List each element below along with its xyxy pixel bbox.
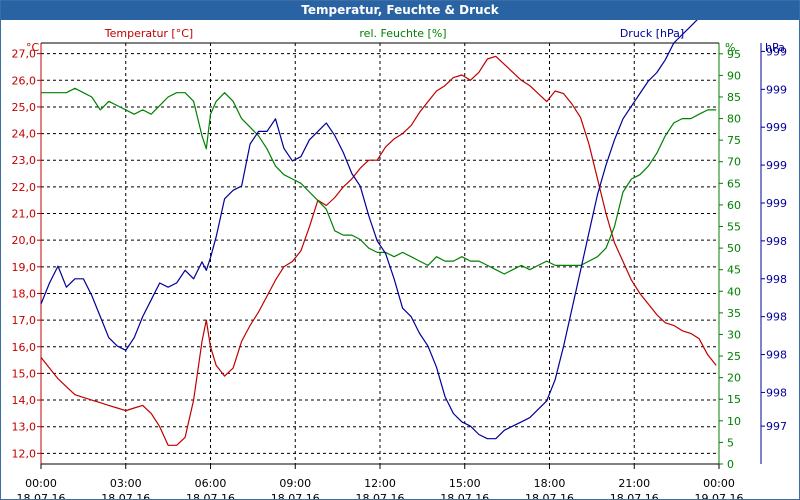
- hum-tick-label: 85: [727, 91, 741, 104]
- hum-tick-label: 15: [727, 393, 741, 406]
- press-tick-label: 998: [766, 349, 787, 362]
- temp-tick-label: 15,0: [12, 367, 37, 380]
- press-tick-label: 998: [766, 235, 787, 248]
- press-tick-label: 999: [766, 197, 787, 210]
- x-tick-time: 00:00: [25, 477, 57, 490]
- x-tick-time: 12:00: [364, 477, 396, 490]
- hum-tick-label: 45: [727, 264, 741, 277]
- temp-tick-label: 14,0: [12, 394, 37, 407]
- temp-tick-label: 12,0: [12, 447, 37, 460]
- x-tick-time: 00:00: [703, 477, 735, 490]
- temp-tick-label: 27,0: [12, 48, 37, 61]
- hum-tick-label: 0: [727, 458, 734, 471]
- press-tick-label: 997: [766, 420, 787, 433]
- x-tick-date: 19.07.16: [695, 492, 744, 499]
- series-lines: [40, 20, 717, 446]
- temp-tick-label: 23,0: [12, 154, 37, 167]
- press-tick-label: 998: [766, 273, 787, 286]
- hum-tick-label: 35: [727, 307, 741, 320]
- x-tick-time: 21:00: [618, 477, 650, 490]
- temp-tick-label: 17,0: [12, 314, 37, 327]
- hum-tick-label: 10: [727, 415, 741, 428]
- hum-series-title: rel. Feuchte [%]: [359, 27, 446, 40]
- temp-series-title: Temperatur [°C]: [104, 27, 193, 40]
- hum-tick-label: 30: [727, 328, 741, 341]
- grid: [41, 43, 719, 464]
- hum-tick-label: 5: [727, 436, 734, 449]
- press-tick-label: 998: [766, 311, 787, 324]
- hum-tick-label: 20: [727, 372, 741, 385]
- x-tick-date: 18.07.16: [186, 492, 235, 499]
- press-tick-label: 999: [766, 159, 787, 172]
- x-tick-date: 18.07.16: [101, 492, 150, 499]
- x-tick-date: 18.07.16: [271, 492, 320, 499]
- x-tick-time: 15:00: [449, 477, 481, 490]
- temp-tick-label: 16,0: [12, 341, 37, 354]
- hum-tick-label: 80: [727, 113, 741, 126]
- temp-tick-label: 13,0: [12, 421, 37, 434]
- hum-tick-label: 50: [727, 242, 741, 255]
- x-tick-time: 18:00: [534, 477, 566, 490]
- press-series-title: Druck [hPa]: [620, 27, 684, 40]
- x-tick-time: 03:00: [110, 477, 142, 490]
- window-title: Temperatur, Feuchte & Druck: [1, 1, 799, 20]
- axes: [37, 42, 765, 469]
- hum-tick-label: 40: [727, 285, 741, 298]
- hum-tick-label: 25: [727, 350, 741, 363]
- temp-tick-label: 18,0: [12, 287, 37, 300]
- chart-area: 00:00 18.07.16 03:00 18.07.16 06:00 18.07.16 0…: [12, 20, 798, 499]
- press-tick-label: 1.000: [766, 20, 798, 21]
- humidity-line: [41, 87, 717, 275]
- hum-tick-label: 95: [727, 48, 741, 61]
- hum-tick-label: 90: [727, 69, 741, 82]
- temp-tick-label: 24,0: [12, 128, 37, 141]
- hum-tick-label: 60: [727, 199, 741, 212]
- hum-unit-label: %: [725, 41, 735, 54]
- x-tick-date: 18.07.16: [17, 492, 66, 499]
- temp-tick-label: 21,0: [12, 208, 37, 221]
- temp-unit-label: °C: [26, 41, 40, 54]
- temp-tick-label: 19,0: [12, 261, 37, 274]
- press-tick-label: 999: [766, 83, 787, 96]
- x-tick-date: 18.07.16: [440, 492, 489, 499]
- hum-tick-label: 65: [727, 177, 741, 190]
- hum-tick-label: 70: [727, 156, 741, 169]
- temp-tick-label: 20,0: [12, 234, 37, 247]
- hum-tick-label: 55: [727, 221, 741, 234]
- temperature-line: [40, 55, 717, 446]
- temp-tick-label: 22,0: [12, 181, 37, 194]
- x-tick-date: 18.07.16: [356, 492, 405, 499]
- press-unit-label: hPa: [765, 41, 785, 54]
- x-tick-date: 18.07.16: [525, 492, 574, 499]
- x-tick-time: 09:00: [279, 477, 311, 490]
- x-tick-time: 06:00: [195, 477, 227, 490]
- pressure-line: [40, 20, 698, 440]
- temp-tick-label: 25,0: [12, 101, 37, 114]
- hum-tick-label: 75: [727, 134, 741, 147]
- axis-labels: 00:00 18.07.16 03:00 18.07.16 06:00 18.07.16 0…: [12, 20, 798, 499]
- press-tick-label: 998: [766, 386, 787, 399]
- press-tick-label: 999: [766, 121, 787, 134]
- press-tick-label: 999: [766, 45, 787, 58]
- temp-tick-label: 26,0: [12, 74, 37, 87]
- x-tick-date: 18.07.16: [610, 492, 659, 499]
